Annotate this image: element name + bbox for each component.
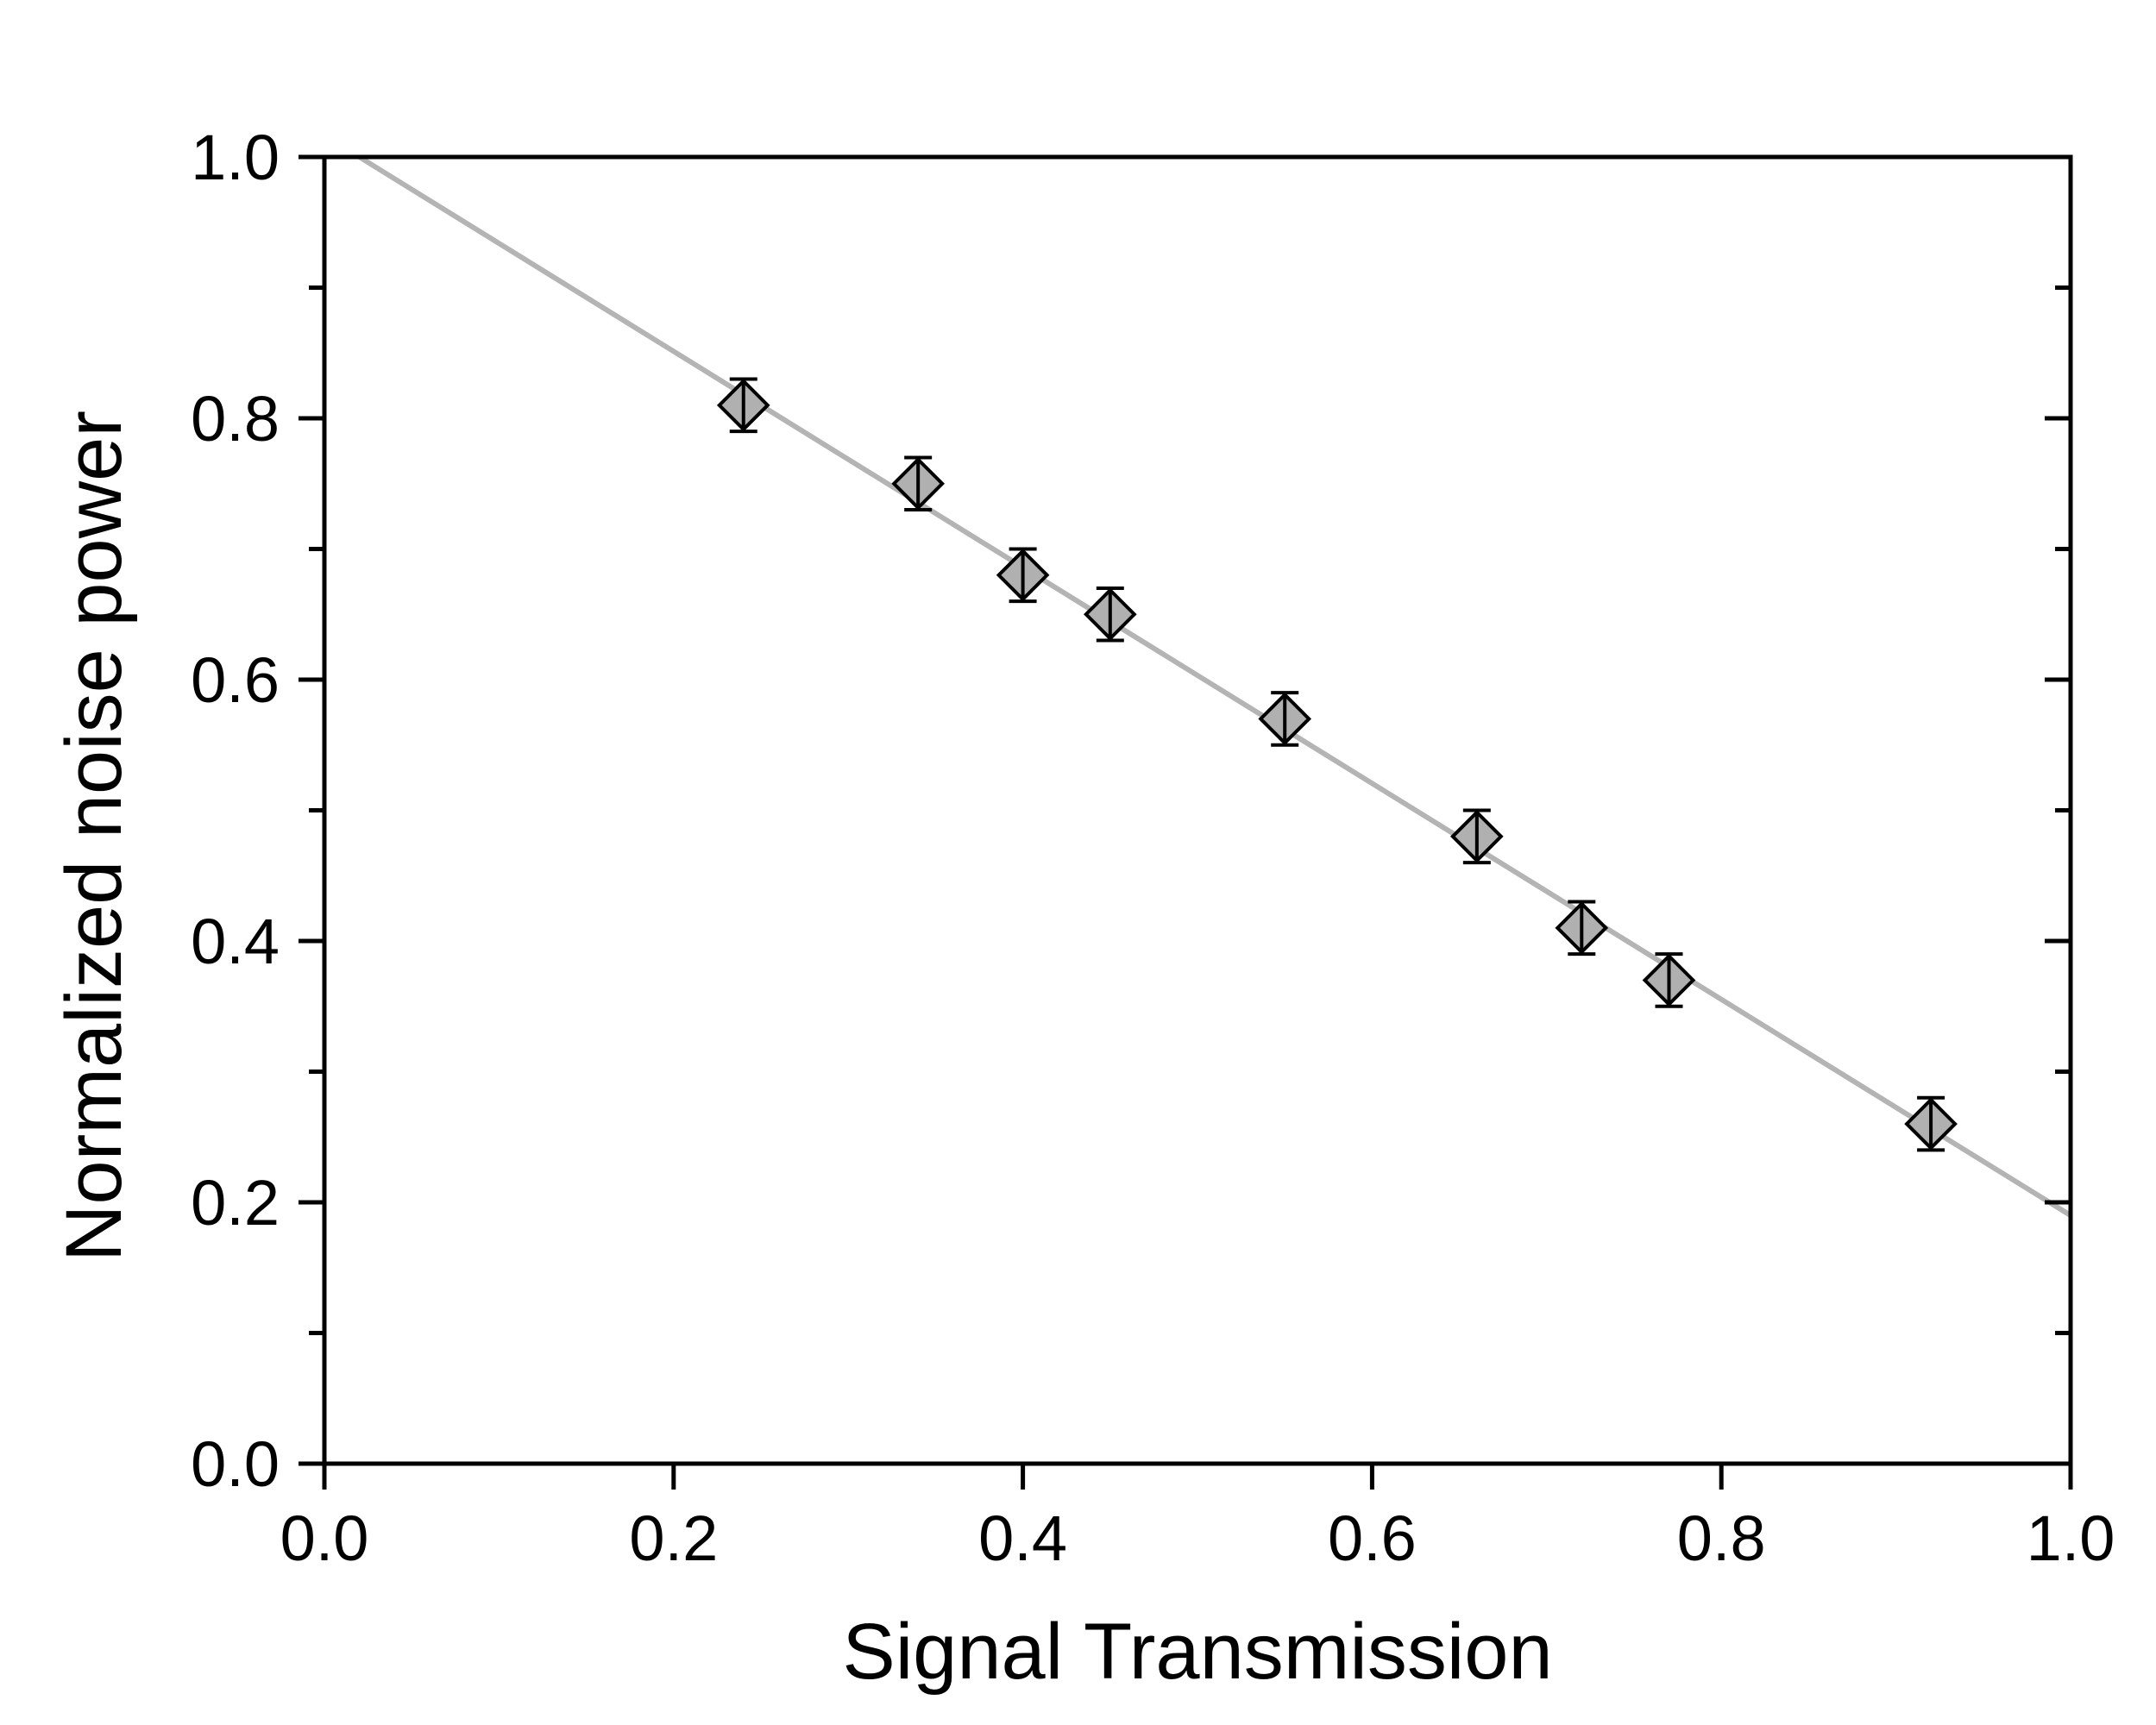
y-tick-label: 0.6 bbox=[191, 644, 280, 716]
x-tick-label: 0.8 bbox=[1677, 1502, 1766, 1574]
y-tick-label: 0.4 bbox=[191, 906, 280, 977]
x-axis-title: Signal Transmission bbox=[842, 1608, 1552, 1696]
y-tick-label: 0.0 bbox=[191, 1428, 280, 1500]
data-point bbox=[1083, 586, 1137, 643]
y-tick-label: 0.2 bbox=[191, 1167, 280, 1239]
x-tick-label: 0.4 bbox=[978, 1502, 1067, 1574]
data-point bbox=[1450, 808, 1504, 865]
data-point bbox=[1904, 1095, 1958, 1152]
data-point bbox=[1642, 952, 1696, 1008]
data-point bbox=[1258, 691, 1312, 747]
data-point bbox=[996, 547, 1050, 604]
data-point bbox=[716, 377, 770, 434]
x-tick-label: 0.2 bbox=[629, 1502, 718, 1574]
y-axis-title: Normalized noise power bbox=[50, 411, 138, 1262]
x-tick-label: 0.6 bbox=[1328, 1502, 1417, 1574]
y-tick-label: 1.0 bbox=[191, 122, 280, 193]
data-points-layer bbox=[716, 377, 1958, 1152]
y-tick-label: 0.8 bbox=[191, 383, 280, 455]
fit-line bbox=[357, 154, 2072, 1218]
plot-frame bbox=[322, 154, 2073, 1466]
ticks-layer bbox=[299, 154, 2073, 1490]
x-tick-label: 1.0 bbox=[2027, 1502, 2115, 1574]
fit-line-layer bbox=[357, 154, 2072, 1218]
data-point bbox=[1555, 900, 1609, 957]
tick-labels-layer: 0.0 0.2 0.4 0.6 0.8 1.0 0.0 0.2 0.4 0.6 0.8 1.0 bbox=[191, 122, 2115, 1574]
data-point bbox=[891, 455, 945, 512]
x-tick-label: 0.0 bbox=[280, 1502, 369, 1574]
